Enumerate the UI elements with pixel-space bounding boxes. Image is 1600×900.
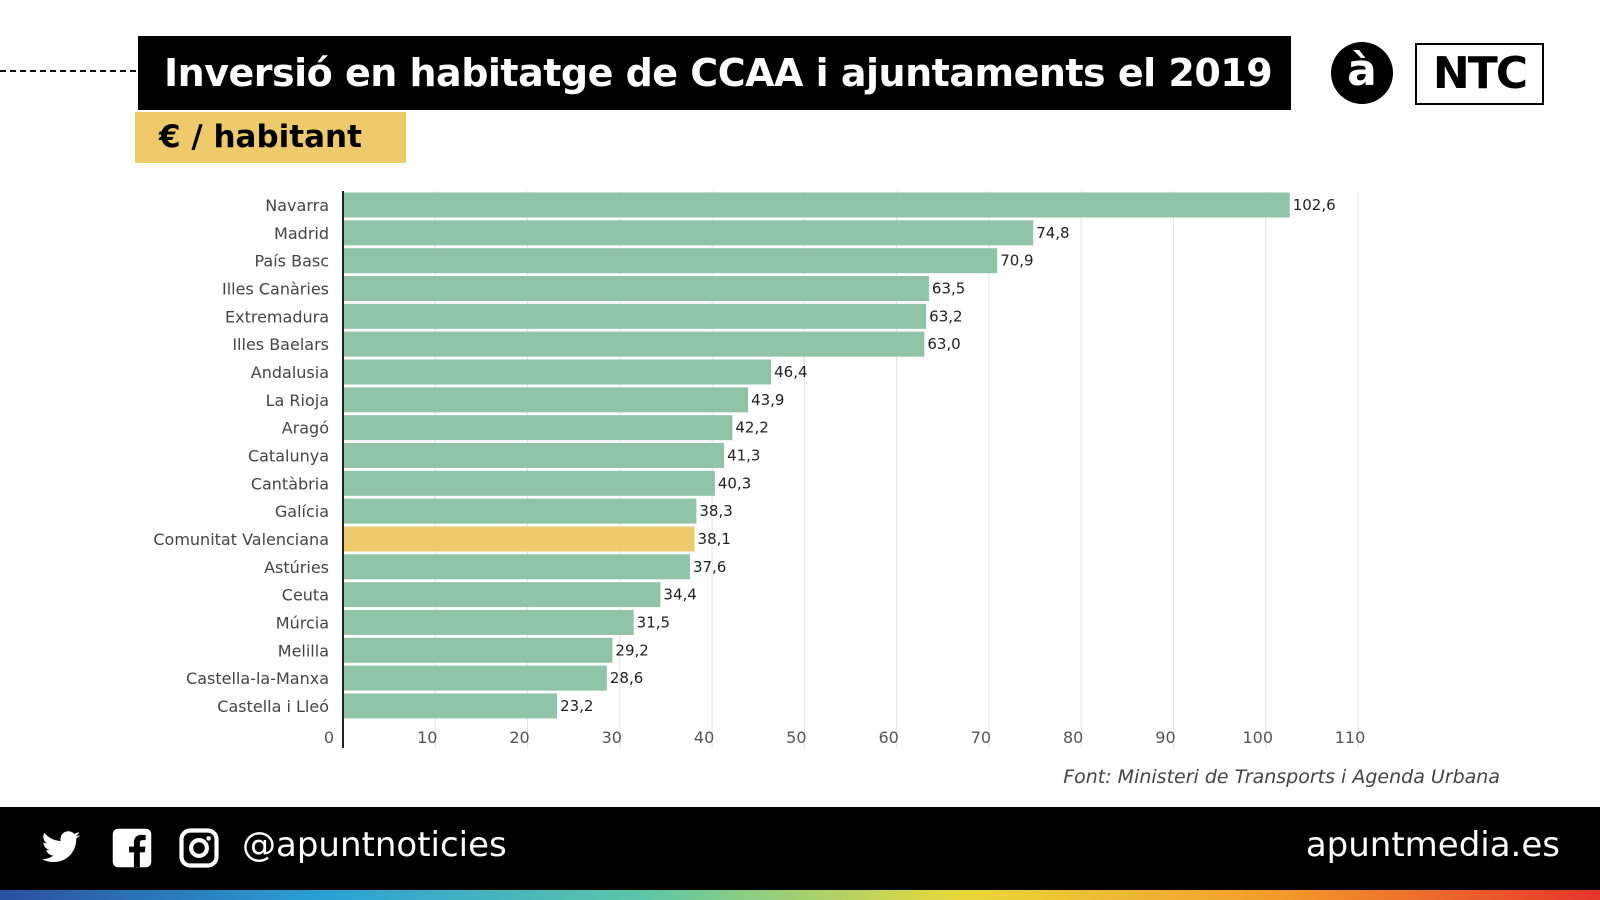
category-label: País Basc	[254, 252, 329, 271]
category-label: Ceuta	[282, 586, 329, 605]
category-label: Aragó	[282, 419, 329, 438]
chart-title: Inversió en habitatge de CCAA i ajuntame…	[138, 36, 1291, 110]
value-label: 29,2	[615, 641, 648, 659]
value-label: 43,9	[751, 391, 784, 409]
bar	[343, 582, 661, 608]
category-label: Andalusia	[251, 363, 329, 382]
x-tick-label: 10	[417, 728, 437, 747]
bar-chart: 0 10 20 30 40 50 60 70 80 90 100 110 Navarra 102,6 Mad…	[153, 191, 1366, 748]
bar	[343, 637, 613, 663]
footer-bar: @apuntnoticies apuntmedia.es	[0, 807, 1600, 890]
instagram-icon[interactable]	[178, 827, 220, 869]
value-label: 63,5	[932, 279, 965, 297]
category-label: Galícia	[275, 502, 329, 521]
bar	[343, 442, 725, 468]
category-label: Comunitat Valenciana	[153, 530, 329, 549]
bar	[343, 665, 607, 691]
bar	[343, 331, 925, 357]
value-label: 63,2	[929, 307, 962, 325]
category-label: Astúries	[264, 558, 329, 577]
value-label: 42,2	[735, 419, 768, 437]
x-tick-label: 50	[786, 728, 806, 747]
category-label: Múrcia	[276, 613, 329, 632]
value-label: 34,4	[663, 586, 696, 604]
facebook-icon[interactable]	[111, 827, 153, 869]
ntc-logo: NTC	[1415, 43, 1544, 105]
bar	[343, 609, 634, 635]
x-tick-label: 40	[694, 728, 714, 747]
x-tick-label: 30	[602, 728, 622, 747]
category-label: Castella-la-Manxa	[186, 669, 329, 688]
bar	[343, 387, 749, 413]
social-handle[interactable]: @apuntnoticies	[242, 825, 507, 865]
x-tick-label: 110	[1335, 728, 1366, 747]
value-label: 38,3	[699, 502, 732, 520]
value-label: 102,6	[1293, 196, 1336, 214]
value-label: 23,2	[560, 697, 593, 715]
value-label: 38,1	[698, 530, 731, 548]
bar	[343, 554, 690, 580]
category-label: Illes Canàries	[222, 279, 329, 298]
x-tick-label: 70	[971, 728, 991, 747]
value-label: 70,9	[1000, 252, 1033, 270]
twitter-icon[interactable]	[40, 827, 82, 869]
category-label: Navarra	[265, 196, 329, 215]
bar	[343, 693, 558, 719]
website-link[interactable]: apuntmedia.es	[1305, 825, 1560, 865]
chart-subtitle: € / habitant	[135, 112, 406, 163]
category-label: Catalunya	[248, 446, 329, 465]
bar	[343, 470, 715, 496]
category-label: Extremadura	[225, 307, 329, 326]
x-tick-label: 100	[1242, 728, 1273, 747]
bar	[343, 359, 772, 385]
bar	[343, 248, 998, 274]
decorative-dashed-line	[0, 70, 136, 72]
bar	[343, 220, 1034, 246]
x-tick-label: 0	[324, 728, 334, 747]
value-label: 40,3	[718, 474, 751, 492]
value-label: 31,5	[637, 613, 670, 631]
x-tick-label: 20	[509, 728, 529, 747]
bar	[343, 415, 733, 441]
category-label: Illes Baelars	[232, 335, 329, 354]
x-tick-label: 90	[1155, 728, 1175, 747]
category-label: Castella i Lleó	[217, 697, 329, 716]
x-tick-label: 60	[878, 728, 898, 747]
bar	[343, 498, 697, 524]
category-label: Cantàbria	[251, 474, 329, 493]
value-label: 37,6	[693, 558, 726, 576]
bar	[343, 526, 695, 552]
source-note: Font: Ministeri de Transports i Agenda U…	[1063, 766, 1500, 788]
value-label: 63,0	[927, 335, 960, 353]
category-label: Madrid	[274, 224, 329, 243]
category-label: La Rioja	[266, 391, 329, 410]
value-label: 46,4	[774, 363, 807, 381]
value-label: 41,3	[727, 446, 760, 464]
category-label: Melilla	[278, 641, 329, 660]
x-tick-label: 80	[1063, 728, 1083, 747]
bar	[343, 192, 1290, 218]
value-label: 74,8	[1036, 224, 1069, 242]
bar	[343, 275, 929, 301]
value-label: 28,6	[610, 669, 643, 687]
apunt-logo: à	[1331, 42, 1393, 104]
rainbow-stripe	[0, 890, 1600, 900]
bar	[343, 303, 927, 329]
